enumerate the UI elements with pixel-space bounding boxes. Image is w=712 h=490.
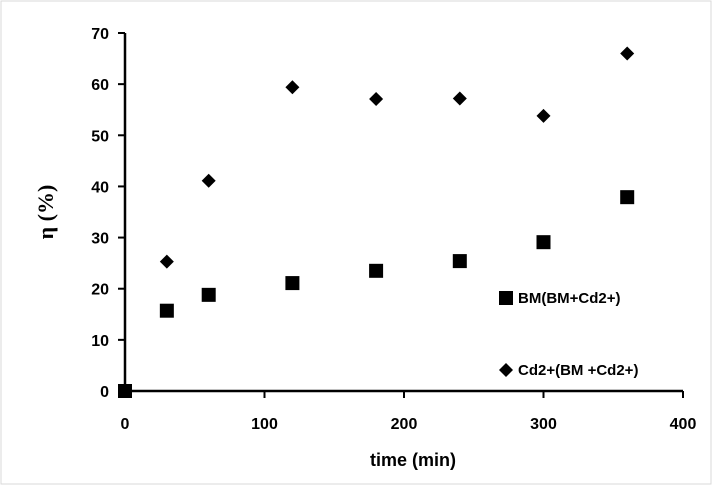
- y-tick-label: 50: [91, 128, 109, 145]
- y-tick-label: 40: [91, 179, 109, 196]
- data-point-diamond: [285, 80, 300, 95]
- data-point-square: [159, 303, 174, 318]
- data-point-diamond: [159, 254, 174, 269]
- x-axis-title: time (min): [370, 450, 456, 470]
- legend-marker-square: [499, 291, 513, 305]
- x-tick-label: 300: [530, 416, 557, 433]
- x-tick-label: 100: [251, 416, 278, 433]
- legend-label: BM(BM+Cd2+): [518, 290, 621, 307]
- y-axis-title: η (%): [33, 185, 58, 240]
- data-point-diamond: [620, 46, 635, 61]
- data-series: [118, 46, 635, 398]
- data-point-diamond: [369, 91, 384, 106]
- y-tick-label: 70: [91, 26, 109, 43]
- data-point-square: [201, 287, 216, 302]
- data-point-square: [620, 190, 635, 205]
- data-point-square: [285, 276, 300, 291]
- data-point-diamond: [536, 108, 551, 123]
- data-point-square: [118, 384, 132, 398]
- data-point-square: [452, 254, 467, 269]
- series-2: [159, 46, 635, 269]
- y-tick-label: 60: [91, 77, 109, 94]
- y-axis: 0 10 20 30 40 50 60 70: [91, 26, 127, 401]
- y-tick-label: 10: [91, 333, 109, 350]
- data-point-diamond: [452, 91, 467, 106]
- series-1: [118, 190, 635, 398]
- data-point-diamond: [201, 173, 216, 188]
- legend-label: Cd2+(BM +Cd2+): [518, 362, 638, 379]
- data-point-square: [369, 263, 384, 278]
- x-tick-label: 0: [121, 416, 130, 433]
- y-tick-label: 0: [100, 384, 109, 401]
- legend: BM(BM+Cd2+) Cd2+(BM +Cd2+): [499, 290, 638, 379]
- x-tick-label: 200: [391, 416, 418, 433]
- legend-marker-diamond: [499, 363, 513, 377]
- y-tick-label: 20: [91, 282, 109, 299]
- x-axis: 0 100 200 300 400: [121, 389, 697, 433]
- x-tick-label: 400: [670, 416, 697, 433]
- data-point-square: [536, 235, 551, 250]
- y-tick-label: 30: [91, 231, 109, 248]
